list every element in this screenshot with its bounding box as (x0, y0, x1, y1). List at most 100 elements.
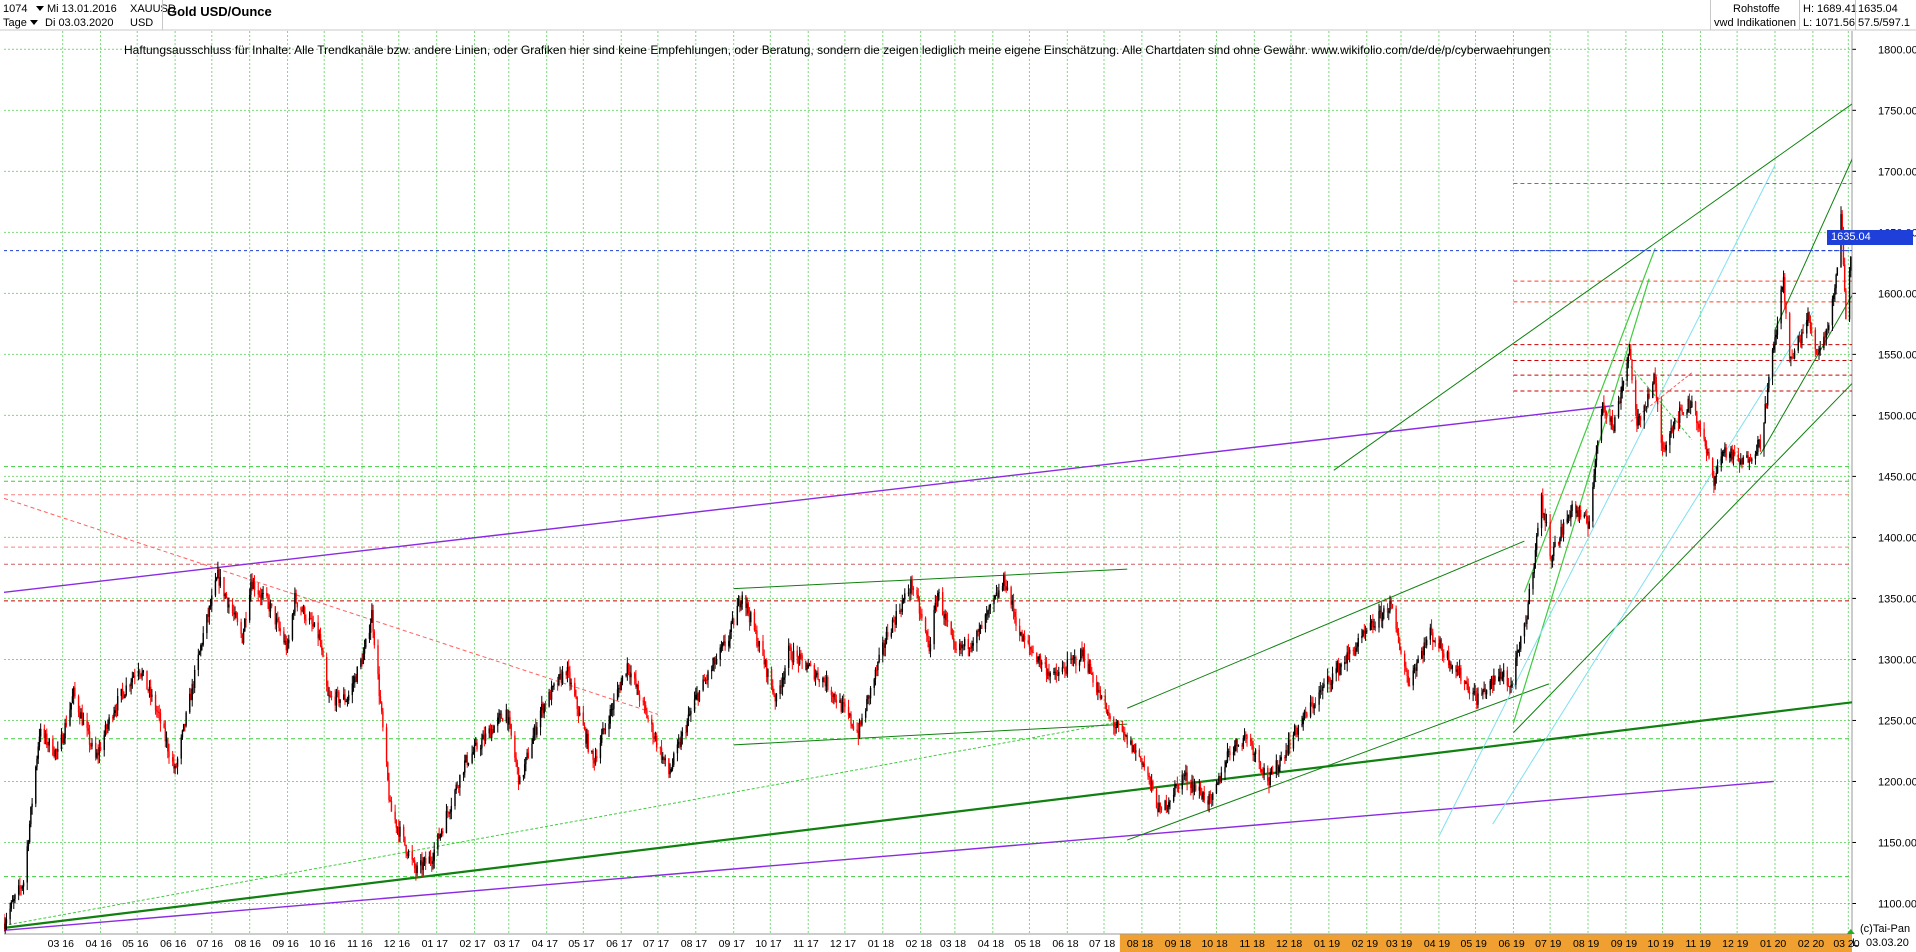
candle-body (693, 699, 696, 711)
candle-body (1058, 671, 1060, 676)
candle-body (1158, 803, 1160, 813)
candle-body (1405, 666, 1407, 671)
candle-body (835, 699, 838, 703)
candle-body (1095, 682, 1098, 693)
candle-body (536, 727, 538, 735)
candle-body (47, 745, 49, 747)
candle-body (764, 659, 767, 665)
candle-body (1348, 649, 1351, 654)
candle-body (952, 637, 955, 643)
candle-body (1715, 472, 1718, 477)
candle-body (274, 606, 277, 625)
axis-mode-label[interactable]: L (1852, 937, 1859, 949)
candle-body (797, 656, 800, 665)
candle-body (814, 675, 817, 680)
candle-body (970, 647, 972, 649)
candle-body (395, 819, 398, 828)
candle-body (874, 669, 877, 680)
trendline (4, 719, 1128, 926)
candle-body (1441, 649, 1444, 654)
candle-body (1543, 513, 1545, 515)
candle-body (662, 756, 664, 760)
candle-body (516, 762, 519, 768)
candle-body (1542, 495, 1544, 514)
candle-body (721, 643, 724, 647)
candle-body (1731, 448, 1733, 460)
candle-body (1579, 509, 1582, 518)
candle-body (77, 696, 80, 713)
candle-body (833, 693, 835, 698)
candle-body (1186, 772, 1188, 784)
candle-body (368, 632, 371, 639)
candle-body (1583, 514, 1586, 518)
candle-body (1234, 745, 1236, 752)
candle-body (163, 723, 165, 728)
candle-body (4, 921, 5, 930)
candle-body (262, 592, 264, 594)
candle-body (1567, 514, 1570, 519)
candle-body (629, 671, 631, 678)
currency-label: USD (130, 17, 154, 29)
candle-body (585, 729, 587, 744)
candle-body (1036, 652, 1038, 662)
candle-body (1117, 722, 1120, 725)
candle-body (432, 860, 434, 864)
candle-body (208, 606, 211, 617)
candle-body (1362, 630, 1364, 637)
candle-body (808, 664, 811, 666)
candle-body (1141, 758, 1143, 765)
candle-body (251, 581, 253, 590)
candle-body (565, 671, 567, 676)
candle-body (138, 670, 141, 675)
candle-body (1610, 417, 1612, 422)
candle-body (351, 683, 354, 696)
candle-body (28, 824, 31, 843)
candle-body (433, 849, 435, 861)
candle-body (193, 669, 196, 689)
candle-body (1681, 409, 1683, 413)
candle-body (431, 861, 433, 864)
candle-body (1203, 792, 1205, 801)
candle-body (142, 670, 145, 673)
interval-selector[interactable]: Tage (3, 17, 41, 29)
candle-body (1037, 660, 1039, 662)
candle-body (420, 860, 422, 866)
candle-body (979, 624, 982, 629)
candle-body (1773, 345, 1775, 350)
candle-body (1004, 575, 1006, 586)
candle-body (1202, 792, 1204, 799)
candle-body (54, 749, 57, 757)
candle-body (82, 720, 85, 725)
candle-body (1388, 611, 1390, 613)
candle-body (1677, 418, 1680, 424)
candle-body (308, 618, 311, 621)
candle-body (1159, 803, 1161, 808)
candle-body (1699, 428, 1702, 430)
y-tick-label: 1700.00 (1878, 166, 1916, 178)
candle-body (1841, 214, 1843, 232)
candle-body (352, 682, 355, 684)
to-date-label: Di 03.03.2020 (45, 17, 114, 29)
candle-body (1724, 447, 1726, 452)
candle-body (236, 617, 239, 622)
candle-body (885, 631, 888, 644)
candle-body (121, 688, 124, 693)
candle-body (1446, 651, 1449, 658)
candle-body (1038, 656, 1040, 661)
from-date-selector[interactable]: Mi 13.01.2016 (33, 3, 117, 15)
candle-body (1535, 535, 1538, 550)
candle-body (1577, 510, 1579, 518)
candle-body (765, 659, 768, 677)
x-tick-label: 03 18 (940, 938, 966, 950)
candle-body (1329, 678, 1331, 685)
candle-body (900, 610, 902, 612)
candle-body (1792, 357, 1795, 359)
x-tick-label: 09 16 (273, 938, 299, 950)
candle-body (226, 598, 229, 608)
candle-body (1802, 332, 1804, 334)
candle-body (851, 724, 853, 727)
candle-body (668, 758, 670, 775)
candle-body (1413, 667, 1416, 671)
candle-body (339, 699, 341, 703)
candle-body (1175, 783, 1177, 786)
